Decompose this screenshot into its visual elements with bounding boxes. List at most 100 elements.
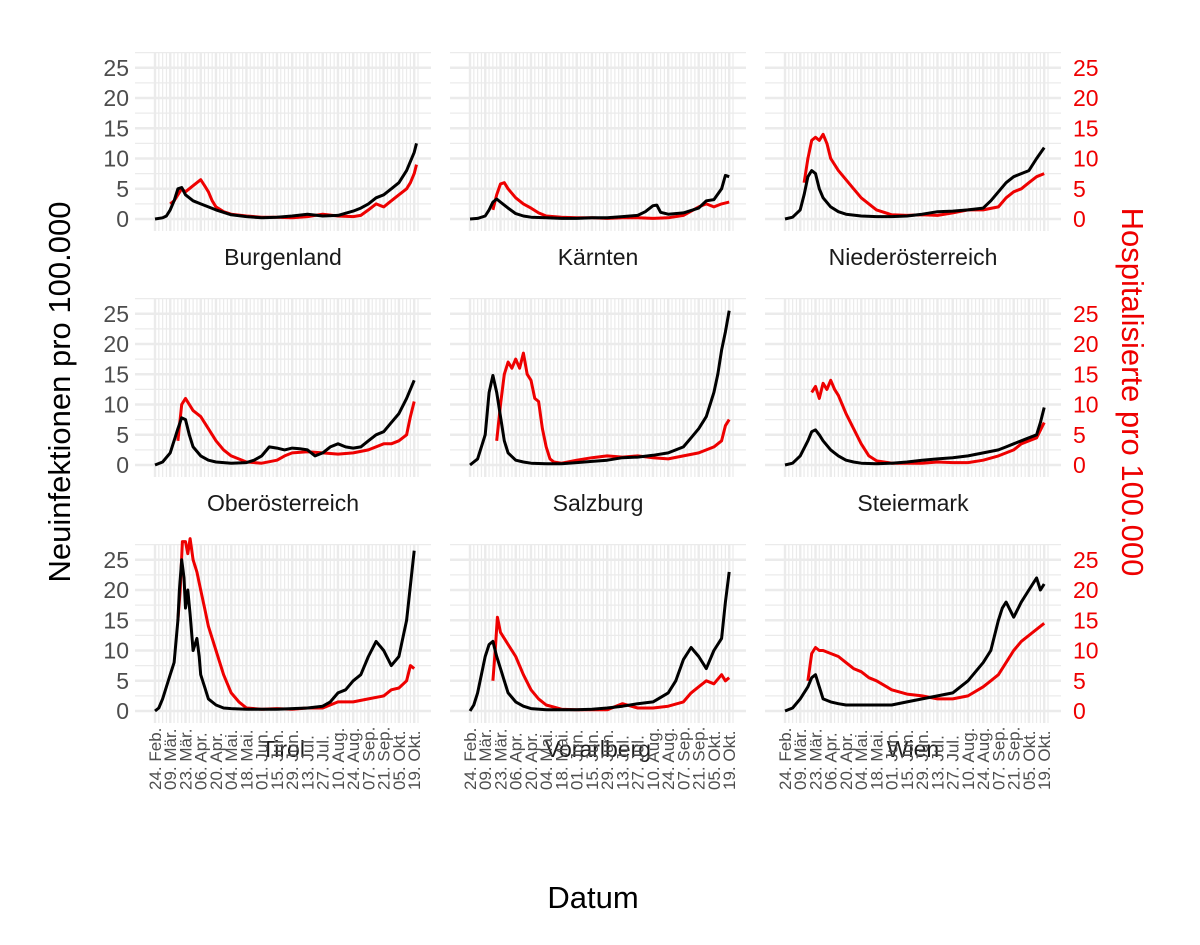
x-tick-label: 23. Mär. <box>492 729 511 790</box>
x-tick-label: 13. Jul. <box>614 735 633 790</box>
x-tick-label: 10. Aug. <box>644 728 663 790</box>
x-tick-label: 09. Mär. <box>476 729 495 790</box>
series-line-hospitalisierte <box>176 537 416 711</box>
x-tick-label: 01. Jun. <box>883 730 902 791</box>
series-line-neuinfektionen <box>784 146 1046 221</box>
x-tick-label: 09. Mär. <box>791 729 810 790</box>
panel-label: Steiermark <box>857 490 969 516</box>
x-tick-label: 07. Sep. <box>989 727 1008 790</box>
x-tick-label: 04. Mai. <box>537 730 556 790</box>
x-tick-label: 09. Mär. <box>161 729 180 790</box>
y-tick-label-right: 25 <box>1073 301 1099 327</box>
x-tick-label: 04. Mai. <box>852 730 871 790</box>
x-tick-label: 20. Apr. <box>837 732 856 790</box>
series-line-neuinfektionen <box>154 379 416 467</box>
x-tick-label: 15. Jun. <box>583 730 602 791</box>
y-tick-label-left: 0 <box>116 698 129 724</box>
y-tick-label-left: 0 <box>116 206 129 232</box>
x-tick-label: 20. Apr. <box>522 732 541 790</box>
x-tick-label: 04. Mai. <box>222 730 241 790</box>
series-line-neuinfektionen <box>468 571 731 712</box>
x-tick-label: 23. Mär. <box>177 729 196 790</box>
y-tick-label-right: 10 <box>1073 146 1099 172</box>
panel-k-rnten: Kärnten <box>450 52 746 270</box>
series-line-hospitalisierte <box>810 378 1046 465</box>
x-tick-label: 15. Jun. <box>898 730 917 791</box>
y-tick-label-left: 10 <box>103 638 129 664</box>
panel-wien: Wien 0 5 10 15 20 25 24. Feb.09. Mär.23. Mär.06… <box>765 544 1099 790</box>
x-tick-label: 07. Sep. <box>674 727 693 790</box>
panel-nieder-sterreich: Niederösterreich 0 5 10 15 20 25 <box>765 52 1099 270</box>
y-tick-label-left: 20 <box>103 577 129 603</box>
y-tick-label-right: 0 <box>1073 206 1086 232</box>
x-tick-label: 18. Mai. <box>238 730 257 790</box>
y-tick-label-left: 5 <box>116 422 129 448</box>
panel-label: Wien <box>887 736 939 762</box>
y-tick-label-left: 20 <box>103 331 129 357</box>
y-tick-label-left: 5 <box>116 176 129 202</box>
y-tick-label-right: 20 <box>1073 577 1099 603</box>
panel-label: Niederösterreich <box>829 244 998 270</box>
y-tick-label-left: 10 <box>103 392 129 418</box>
series-line-hospitalisierte <box>176 396 416 465</box>
panel-ober-sterreich: Oberösterreich 0 5 10 15 20 25 <box>103 298 431 516</box>
x-tick-label: 24. Aug. <box>659 728 678 790</box>
x-tick-label: 24. Feb. <box>776 728 795 790</box>
y-tick-label-right: 5 <box>1073 176 1086 202</box>
x-tick-label: 29. Jun. <box>913 730 932 791</box>
y-tick-label-left: 20 <box>103 85 129 111</box>
x-tick-label: 27. Jul. <box>314 735 333 790</box>
x-tick-label: 10. Aug. <box>329 728 348 790</box>
series-line-neuinfektionen <box>469 173 730 221</box>
x-tick-label: 29. Jun. <box>283 730 302 791</box>
x-tick-label: 27. Jul. <box>944 735 963 790</box>
series-line-neuinfektionen <box>154 550 416 713</box>
y-axis-title-left: Neuinfektionen pro 100.000 <box>42 202 77 583</box>
x-tick-label: 21. Sep. <box>1005 727 1024 790</box>
panel-label: Kärnten <box>558 244 639 270</box>
panels-layer: Burgenland 0 5 10 15 20 25 Kärnten Niederösterre… <box>103 52 1099 791</box>
y-tick-label-right: 5 <box>1073 668 1086 694</box>
series-line-neuinfektionen <box>469 310 731 467</box>
x-tick-label: 13. Jul. <box>299 735 318 790</box>
x-tick-label: 05. Okt. <box>1020 730 1039 790</box>
x-tick-label: 24. Feb. <box>146 728 165 790</box>
x-axis-title: Datum <box>547 880 638 915</box>
panel-label: Vorarlberg <box>545 736 651 762</box>
series-line-hospitalisierte <box>802 132 1045 217</box>
panel-vorarlberg: Vorarlberg 24. Feb.09. Mär.23. Mär.06. Ap… <box>450 544 746 790</box>
x-tick-label: 24. Aug. <box>344 728 363 790</box>
y-tick-label-right: 5 <box>1073 422 1086 448</box>
y-tick-label-right: 25 <box>1073 55 1099 81</box>
y-tick-label-right: 10 <box>1073 638 1099 664</box>
x-tick-label: 21. Sep. <box>375 727 394 790</box>
y-tick-label-right: 0 <box>1073 452 1086 478</box>
x-tick-label: 24. Feb. <box>461 728 480 790</box>
series-line-hospitalisierte <box>806 622 1046 701</box>
x-tick-label: 19. Okt. <box>720 730 739 790</box>
y-tick-label-left: 25 <box>103 301 129 327</box>
y-tick-label-right: 0 <box>1073 698 1086 724</box>
x-tick-label: 13. Jul. <box>929 735 948 790</box>
x-tick-label: 10. Aug. <box>959 728 978 790</box>
series-line-neuinfektionen <box>784 407 1046 467</box>
x-tick-label: 06. Apr. <box>822 732 841 790</box>
x-tick-label: 06. Apr. <box>192 732 211 790</box>
y-tick-label-right: 25 <box>1073 547 1099 573</box>
panel-label: Salzburg <box>553 490 644 516</box>
x-tick-label: 05. Okt. <box>705 730 724 790</box>
y-tick-label-right: 20 <box>1073 85 1099 111</box>
series-line-hospitalisierte <box>495 351 731 465</box>
y-tick-label-left: 10 <box>103 146 129 172</box>
x-tick-label: 18. Mai. <box>868 730 887 790</box>
y-tick-label-right: 15 <box>1073 115 1099 141</box>
x-tick-label: 01. Jun. <box>568 730 587 791</box>
x-tick-label: 15. Jun. <box>268 730 287 791</box>
y-tick-label-right: 20 <box>1073 331 1099 357</box>
y-tick-label-left: 5 <box>116 668 129 694</box>
y-tick-label-right: 15 <box>1073 607 1099 633</box>
x-tick-label: 06. Apr. <box>507 732 526 790</box>
x-tick-label: 19. Okt. <box>1035 730 1054 790</box>
